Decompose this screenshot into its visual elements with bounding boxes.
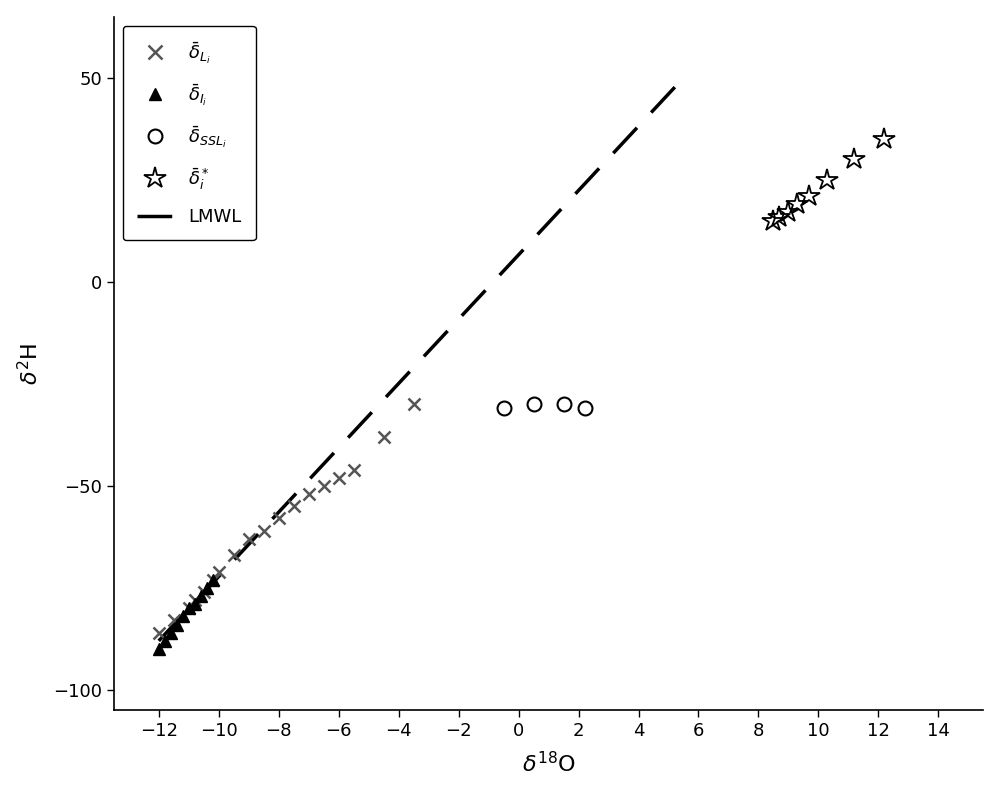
Y-axis label: $\delta^{2}$H: $\delta^{2}$H — [17, 343, 42, 385]
X-axis label: $\delta^{18}$O: $\delta^{18}$O — [522, 751, 575, 776]
Legend: $\bar{\delta}_{L_i}$, $\bar{\delta}_{I_i}$, $\bar{\delta}_{SSL_i}$, $\bar{\delta: $\bar{\delta}_{L_i}$, $\bar{\delta}_{I_i… — [123, 25, 256, 240]
